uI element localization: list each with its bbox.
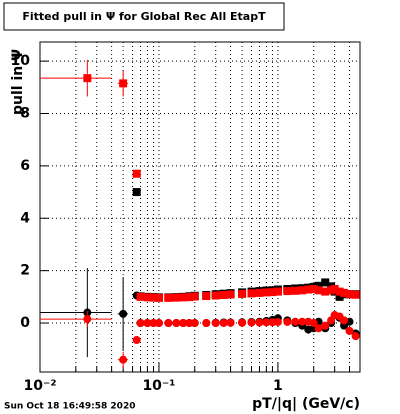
marker (345, 326, 354, 335)
marker (351, 290, 360, 299)
marker (211, 291, 220, 300)
marker (119, 355, 128, 364)
marker (283, 287, 292, 296)
y-tick-label: 0 (20, 315, 30, 331)
marker (202, 292, 211, 301)
x-tick-label: 10⁻² (23, 378, 56, 394)
marker (238, 289, 247, 298)
marker (154, 293, 163, 302)
marker (219, 291, 228, 299)
marker (83, 315, 92, 324)
marker (132, 336, 141, 345)
marker (304, 285, 313, 294)
x-tick-label: 1 (273, 378, 283, 394)
marker (321, 287, 330, 296)
marker (314, 286, 323, 295)
marker (273, 317, 282, 326)
marker (255, 318, 264, 327)
marker (136, 319, 145, 328)
y-axis-label: pull in Ψ (10, 49, 26, 115)
marker (119, 309, 128, 318)
x-tick-label: 10⁻¹ (142, 378, 175, 394)
marker (291, 286, 300, 295)
marker (262, 288, 271, 297)
marker (351, 332, 360, 341)
marker (283, 317, 292, 326)
marker (226, 290, 235, 299)
marker (143, 293, 152, 302)
marker (298, 317, 307, 326)
marker (321, 321, 330, 330)
marker (340, 316, 349, 325)
marker (335, 292, 344, 301)
marker (330, 284, 339, 293)
marker (247, 289, 256, 298)
marker (190, 292, 199, 301)
y-tick-label: 2 (20, 263, 30, 279)
marker (314, 324, 323, 333)
marker (345, 290, 354, 299)
marker (132, 169, 141, 178)
title-box (3, 2, 285, 31)
x-axis-label: pT/|q| (GeV/c) (252, 396, 360, 412)
marker (172, 293, 181, 302)
marker (219, 319, 228, 328)
y-tick-label: 10 (11, 53, 31, 69)
marker (119, 79, 128, 88)
marker (309, 284, 318, 293)
marker (238, 318, 247, 327)
marker (185, 293, 194, 302)
y-tick-label: 4 (20, 210, 30, 226)
marker (291, 317, 300, 326)
marker (164, 319, 173, 328)
y-tick-label: 6 (20, 158, 30, 174)
marker (262, 318, 271, 327)
plot-frame (39, 41, 361, 373)
marker (179, 293, 188, 302)
marker (340, 288, 349, 297)
marker (255, 288, 264, 297)
marker (190, 319, 199, 328)
marker (298, 286, 307, 295)
marker (273, 287, 282, 296)
marker (202, 319, 211, 328)
marker (136, 292, 145, 301)
marker (143, 319, 152, 328)
marker (314, 281, 323, 290)
marker (154, 319, 163, 328)
marker (309, 319, 318, 328)
marker (321, 278, 330, 287)
marker (226, 318, 235, 327)
marker (179, 319, 188, 328)
marker (268, 288, 277, 297)
marker (132, 188, 141, 197)
footer: Sun Oct 18 16:49:58 2020 (4, 402, 135, 412)
marker (172, 319, 181, 328)
marker (335, 287, 344, 296)
marker (149, 293, 158, 302)
marker (164, 293, 173, 302)
marker (83, 74, 92, 83)
y-tick-label: 8 (20, 106, 30, 122)
chart-title: Fitted pull in Ψ for Global Rec All Etap… (22, 10, 266, 23)
marker (211, 319, 220, 328)
marker (247, 318, 256, 327)
